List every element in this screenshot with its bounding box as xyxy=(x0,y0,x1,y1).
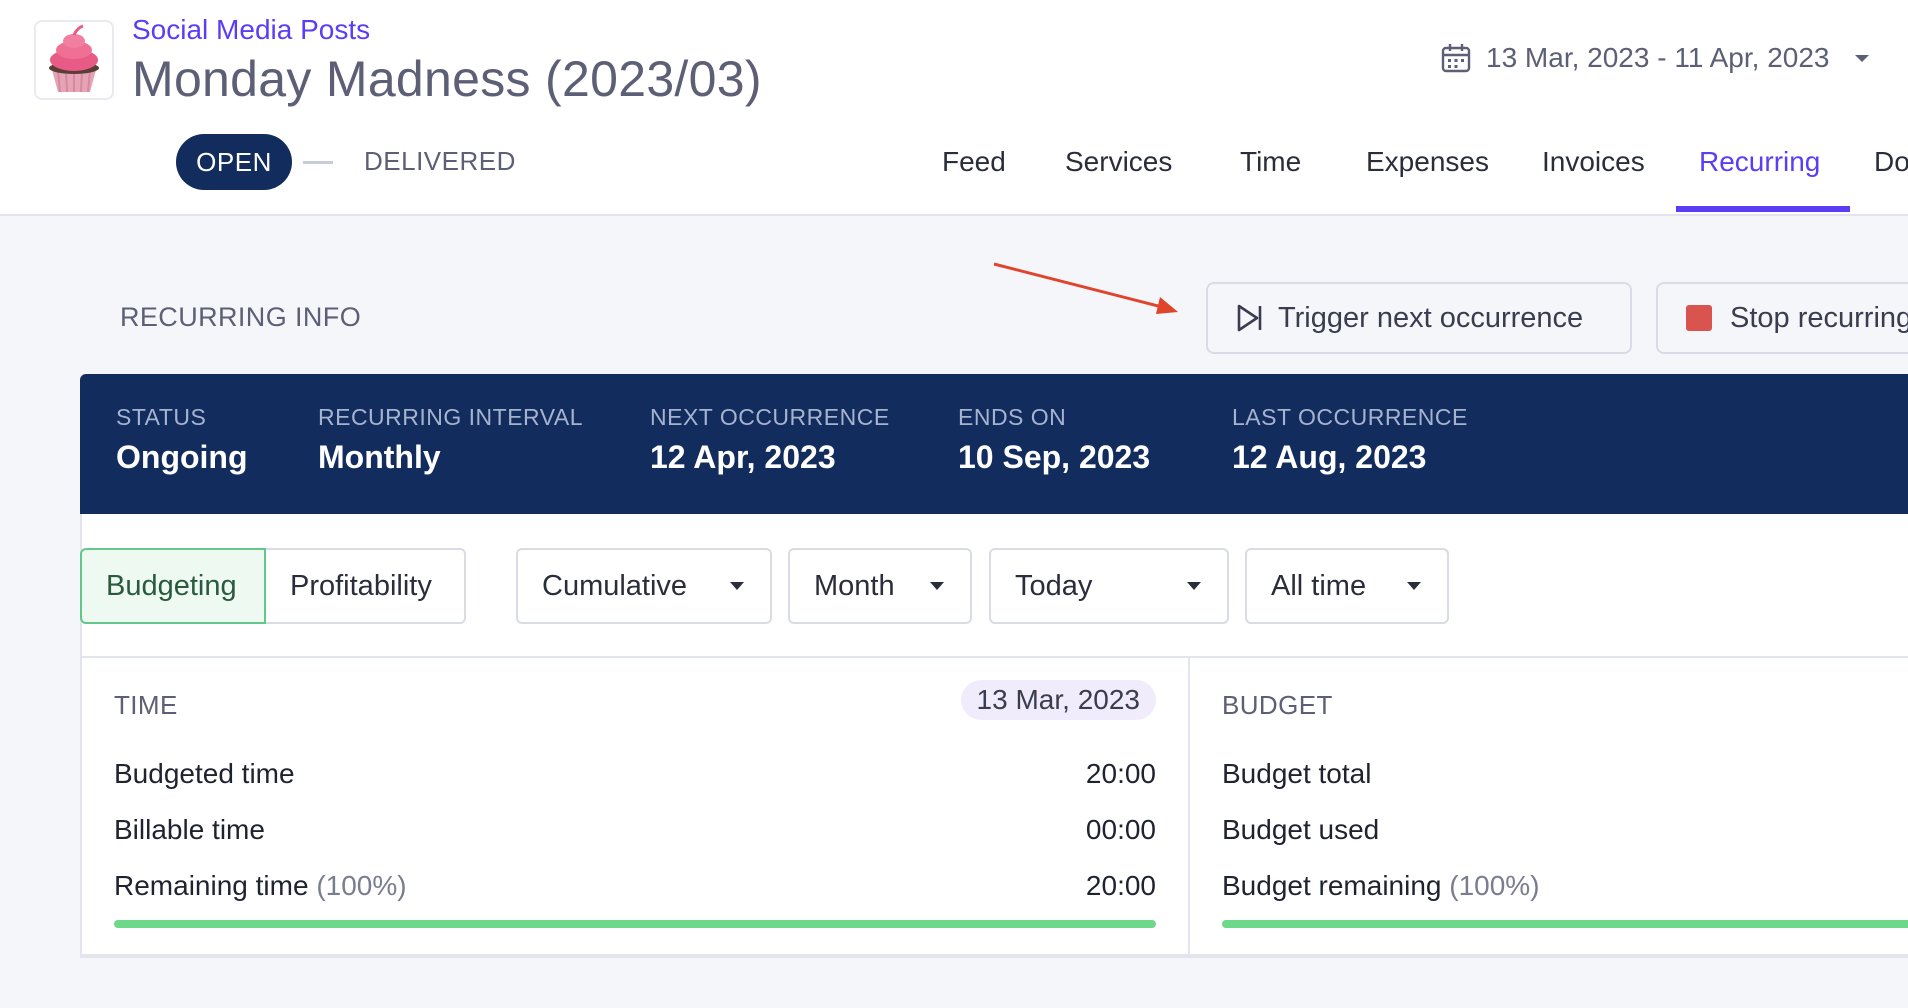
time-panel-title: TIME xyxy=(114,690,178,720)
budget-progress-fill xyxy=(1222,920,1908,928)
date-chip: 13 Mar, 2023 xyxy=(960,680,1156,720)
stop-recurring-button[interactable]: Stop recurring xyxy=(1656,282,1908,354)
row-label: Billable time xyxy=(114,814,265,845)
period-dropdown[interactable]: Month xyxy=(788,548,972,624)
toggle-budgeting[interactable]: Budgeting xyxy=(80,548,266,624)
row-label: Budgeted time xyxy=(114,758,295,789)
budget-panel: BUDGET Budget total Budget used Budget r… xyxy=(1188,656,1908,956)
chevron-down-icon xyxy=(730,582,744,590)
time-progress-fill xyxy=(114,920,1156,928)
page-title: Monday Madness (2023/03) xyxy=(132,51,762,107)
toggle-profitability[interactable]: Profitability xyxy=(266,548,466,624)
row-value: 00:00 xyxy=(1085,814,1156,845)
date-range-picker[interactable]: 13 Mar, 2023 - 11 Apr, 2023 xyxy=(1440,42,1872,74)
budget-used-row: Budget used xyxy=(1222,814,1908,846)
row-percent: (100%) xyxy=(316,870,407,901)
info-value: 10 Sep, 2023 xyxy=(958,439,1151,475)
row-value: 20:00 xyxy=(1085,870,1156,901)
tab-services[interactable]: Services xyxy=(1065,146,1173,177)
info-value: Ongoing xyxy=(116,439,248,475)
chevron-down-icon xyxy=(1187,582,1201,590)
info-value: Monthly xyxy=(318,439,441,475)
info-last-occurrence: LAST OCCURRENCE 12 Aug, 2023 xyxy=(1232,404,1468,476)
play-next-icon xyxy=(1237,304,1262,332)
budget-progress-bar xyxy=(1222,920,1908,928)
period-dropdown-value: Month xyxy=(814,569,895,602)
tab-invoices[interactable]: Invoices xyxy=(1542,146,1645,177)
status-step-delivered[interactable]: DELIVERED xyxy=(364,146,516,176)
row-percent: (100%) xyxy=(1449,870,1540,901)
tab-documents[interactable]: Do xyxy=(1874,146,1908,177)
info-value: 12 Apr, 2023 xyxy=(650,439,836,475)
stop-recurring-label: Stop recurring xyxy=(1730,301,1908,334)
row-label: Budget used xyxy=(1222,814,1380,845)
recurring-info-banner: STATUS Ongoing RECURRING INTERVAL Monthl… xyxy=(80,374,1908,514)
trigger-next-occurrence-button[interactable]: Trigger next occurrence xyxy=(1206,282,1632,354)
time-progress-bar xyxy=(114,920,1156,928)
tab-recurring[interactable]: Recurring xyxy=(1699,146,1821,177)
info-ends-on: ENDS ON 10 Sep, 2023 xyxy=(958,404,1150,476)
range-dropdown-value: All time xyxy=(1271,569,1367,602)
date-range-label: 13 Mar, 2023 - 11 Apr, 2023 xyxy=(1486,42,1830,73)
info-value: 12 Aug, 2023 xyxy=(1232,439,1427,475)
annotation-arrow xyxy=(993,262,1178,314)
budget-total-row: Budget total xyxy=(1222,758,1908,790)
info-status: STATUS Ongoing xyxy=(116,404,248,476)
status-badge-open[interactable]: OPEN xyxy=(176,134,292,190)
active-tab-indicator xyxy=(1676,206,1850,212)
remaining-time-row: Remaining time (100%) 20:00 xyxy=(114,870,1156,902)
budget-panel-title: BUDGET xyxy=(1222,690,1333,720)
billable-time-row: Billable time 00:00 xyxy=(114,814,1156,846)
chevron-down-icon xyxy=(1407,582,1421,590)
reference-date-dropdown[interactable]: Today xyxy=(989,548,1229,624)
row-label: Remaining time xyxy=(114,870,309,901)
mode-dropdown-value: Cumulative xyxy=(542,569,688,602)
info-label: NEXT OCCURRENCE xyxy=(650,404,890,430)
info-label: ENDS ON xyxy=(958,404,1067,430)
section-title: RECURRING INFO xyxy=(120,302,362,332)
calendar-icon xyxy=(1441,44,1471,73)
chevron-down-icon xyxy=(1854,55,1869,62)
row-value: 20:00 xyxy=(1085,758,1156,789)
time-panel: TIME 13 Mar, 2023 Budgeted time 20:00 Bi… xyxy=(80,656,1190,956)
status-connector xyxy=(303,161,333,164)
tab-feed[interactable]: Feed xyxy=(942,146,1006,177)
budgeted-time-row: Budgeted time 20:00 xyxy=(114,758,1156,790)
project-header: Social Media Posts Monday Madness (2023/… xyxy=(0,0,1908,216)
info-label: LAST OCCURRENCE xyxy=(1232,404,1468,430)
range-dropdown[interactable]: All time xyxy=(1245,548,1449,624)
info-label: RECURRING INTERVAL xyxy=(318,404,584,430)
tab-time[interactable]: Time xyxy=(1240,146,1302,177)
view-toggle: Budgeting Profitability xyxy=(80,548,466,624)
reference-date-value: Today xyxy=(1015,569,1093,602)
info-interval: RECURRING INTERVAL Monthly xyxy=(318,404,583,476)
stop-icon xyxy=(1686,305,1712,331)
info-next-occurrence: NEXT OCCURRENCE 12 Apr, 2023 xyxy=(650,404,890,476)
budget-remaining-row: Budget remaining (100%) xyxy=(1222,870,1908,902)
cupcake-icon xyxy=(49,24,99,93)
project-logo xyxy=(34,20,114,100)
trigger-next-occurrence-label: Trigger next occurrence xyxy=(1278,301,1584,334)
chevron-down-icon xyxy=(930,582,944,590)
breadcrumb[interactable]: Social Media Posts xyxy=(132,14,371,45)
row-label: Budget remaining xyxy=(1222,870,1442,901)
mode-dropdown[interactable]: Cumulative xyxy=(516,548,772,624)
row-label: Budget total xyxy=(1222,758,1372,789)
info-label: STATUS xyxy=(116,404,207,430)
tab-expenses[interactable]: Expenses xyxy=(1366,146,1489,177)
